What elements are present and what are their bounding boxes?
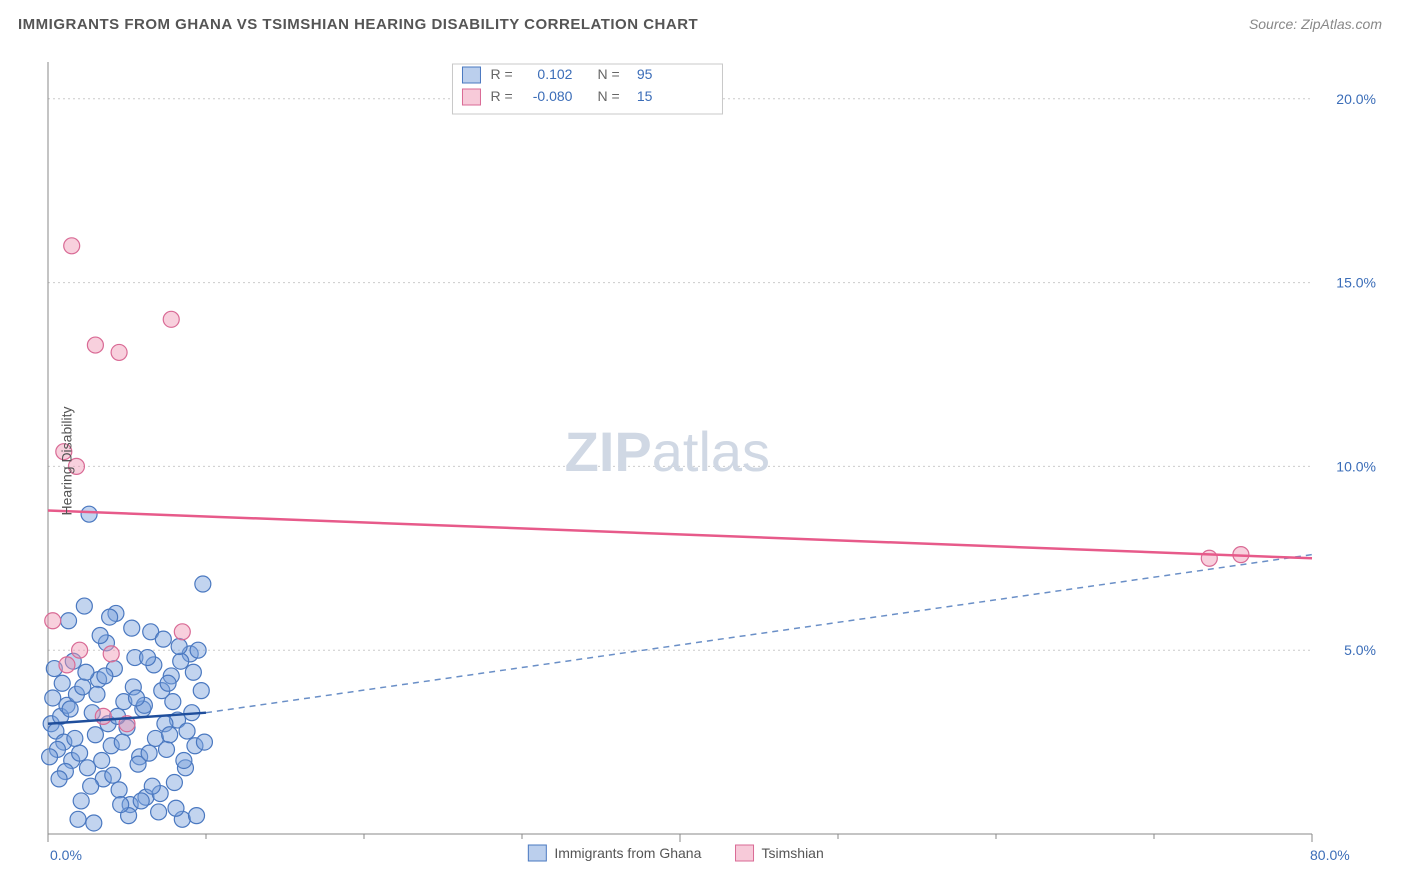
data-point <box>80 760 96 776</box>
data-point <box>87 337 103 353</box>
data-point <box>185 664 201 680</box>
data-point <box>73 793 89 809</box>
data-point <box>1201 550 1217 566</box>
data-point <box>140 650 156 666</box>
data-point <box>141 745 157 761</box>
legend-n-label: N = <box>597 88 619 104</box>
data-point <box>114 734 130 750</box>
data-point <box>103 646 119 662</box>
data-point <box>86 815 102 831</box>
legend-n-value: 95 <box>637 66 653 82</box>
data-point <box>51 771 67 787</box>
y-tick-label: 15.0% <box>1336 275 1376 291</box>
source-attribution: Source: ZipAtlas.com <box>1249 16 1382 32</box>
legend-r-label: R = <box>490 88 512 104</box>
data-point <box>102 609 118 625</box>
legend-r-value: -0.080 <box>533 88 573 104</box>
data-point <box>128 690 144 706</box>
legend-n-label: N = <box>597 66 619 82</box>
data-point <box>62 701 78 717</box>
data-point <box>151 804 167 820</box>
x-tick-label: 0.0% <box>50 847 82 863</box>
data-point <box>165 694 181 710</box>
data-point <box>144 778 160 794</box>
data-point <box>176 752 192 768</box>
data-point <box>160 675 176 691</box>
data-point <box>166 775 182 791</box>
data-point <box>95 708 111 724</box>
data-point <box>159 741 175 757</box>
data-point <box>105 767 121 783</box>
data-point <box>94 752 110 768</box>
data-point <box>168 800 184 816</box>
x-tick-label: 80.0% <box>1310 847 1350 863</box>
data-point <box>45 613 61 629</box>
data-point <box>133 793 149 809</box>
data-point <box>195 576 211 592</box>
legend-r-value: 0.102 <box>537 66 572 82</box>
data-point <box>54 675 70 691</box>
data-point <box>163 311 179 327</box>
data-point <box>171 639 187 655</box>
data-point <box>92 627 108 643</box>
legend-swatch <box>462 89 480 105</box>
y-tick-label: 20.0% <box>1336 91 1376 107</box>
data-point <box>111 782 127 798</box>
data-point <box>97 668 113 684</box>
series-label: Immigrants from Ghana <box>554 845 701 861</box>
trend-line-tsimshian <box>48 510 1312 558</box>
data-point <box>189 808 205 824</box>
data-point <box>72 642 88 658</box>
data-point <box>61 613 77 629</box>
chart-container: Hearing Disability 5.0% 10.0% 15.0% 20.0% ZI… <box>18 48 1382 874</box>
scatter-chart: 5.0% 10.0% 15.0% 20.0% ZIPatlas 0.0% 80.0% R = 0… <box>18 48 1382 874</box>
legend-swatch <box>462 67 480 83</box>
data-point <box>72 745 88 761</box>
y-tick-label: 5.0% <box>1344 642 1376 658</box>
data-point <box>124 620 140 636</box>
data-point <box>179 723 195 739</box>
data-point <box>78 664 94 680</box>
data-point <box>59 657 75 673</box>
data-point <box>173 653 189 669</box>
data-point <box>42 749 58 765</box>
data-point <box>174 624 190 640</box>
data-point <box>76 598 92 614</box>
data-point <box>70 811 86 827</box>
series-swatch <box>736 845 754 861</box>
data-point <box>113 797 129 813</box>
data-point <box>162 727 178 743</box>
data-point <box>193 683 209 699</box>
data-point <box>89 686 105 702</box>
trend-line-ghana-extrapolated <box>206 555 1312 713</box>
data-point <box>190 642 206 658</box>
legend-r-label: R = <box>490 66 512 82</box>
chart-title: IMMIGRANTS FROM GHANA VS TSIMSHIAN HEARI… <box>18 16 698 33</box>
y-axis-label: Hearing Disability <box>58 407 74 516</box>
data-point <box>64 238 80 254</box>
data-point <box>45 690 61 706</box>
data-point <box>111 344 127 360</box>
y-tick-label: 10.0% <box>1336 458 1376 474</box>
data-point <box>83 778 99 794</box>
watermark: ZIPatlas <box>565 420 770 483</box>
data-point <box>81 506 97 522</box>
data-point <box>196 734 212 750</box>
series-swatch <box>528 845 546 861</box>
data-point <box>67 730 83 746</box>
data-point <box>75 679 91 695</box>
data-point <box>155 631 171 647</box>
legend-n-value: 15 <box>637 88 653 104</box>
data-point <box>87 727 103 743</box>
series-label: Tsimshian <box>762 845 824 861</box>
